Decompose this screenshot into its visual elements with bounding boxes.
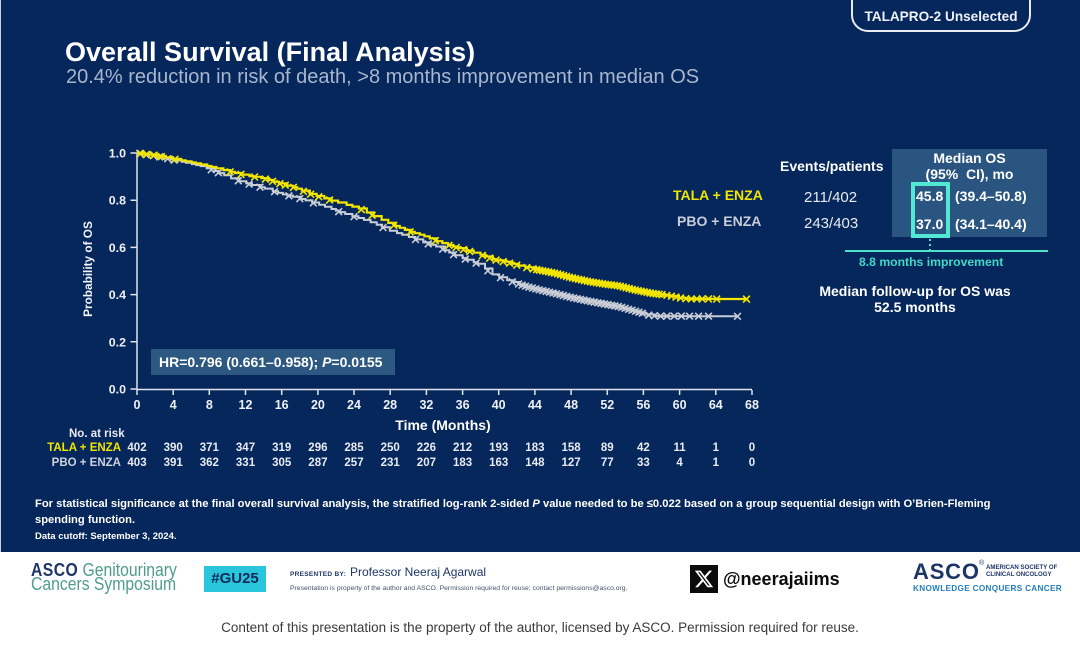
svg-text:56: 56 bbox=[636, 398, 650, 412]
svg-text:60: 60 bbox=[673, 398, 687, 412]
svg-text:362: 362 bbox=[200, 457, 219, 469]
svg-text:89: 89 bbox=[601, 442, 614, 454]
svg-text:319: 319 bbox=[272, 442, 291, 454]
svg-text:Time (Months): Time (Months) bbox=[395, 417, 490, 433]
svg-text:0.4: 0.4 bbox=[109, 288, 126, 302]
svg-text:4: 4 bbox=[170, 398, 177, 412]
svg-text:33: 33 bbox=[637, 457, 650, 469]
svg-text:24: 24 bbox=[347, 398, 361, 412]
svg-text:8: 8 bbox=[206, 398, 213, 412]
svg-text:0: 0 bbox=[749, 457, 755, 469]
svg-text:163: 163 bbox=[489, 457, 508, 469]
svg-text:148: 148 bbox=[525, 457, 545, 469]
svg-text:1: 1 bbox=[713, 457, 720, 469]
svg-text:0: 0 bbox=[749, 442, 755, 454]
svg-text:257: 257 bbox=[344, 457, 363, 469]
svg-text:64: 64 bbox=[709, 398, 723, 412]
svg-text:48: 48 bbox=[564, 398, 578, 412]
svg-text:Probability of OS: Probability of OS bbox=[81, 221, 95, 317]
svg-text:287: 287 bbox=[308, 457, 327, 469]
svg-text:183: 183 bbox=[525, 442, 544, 454]
svg-text:4: 4 bbox=[676, 457, 683, 469]
svg-text:0.8: 0.8 bbox=[109, 194, 126, 208]
svg-text:127: 127 bbox=[562, 457, 581, 469]
svg-text:207: 207 bbox=[417, 457, 436, 469]
svg-text:68: 68 bbox=[745, 398, 759, 412]
svg-text:44: 44 bbox=[528, 398, 542, 412]
svg-text:0.0: 0.0 bbox=[109, 383, 126, 397]
svg-text:1.0: 1.0 bbox=[109, 147, 126, 161]
svg-text:32: 32 bbox=[419, 398, 433, 412]
svg-text:250: 250 bbox=[381, 442, 400, 454]
svg-text:285: 285 bbox=[344, 442, 364, 454]
svg-text:390: 390 bbox=[164, 442, 183, 454]
svg-text:296: 296 bbox=[308, 442, 327, 454]
svg-text:28: 28 bbox=[383, 398, 397, 412]
svg-text:0.6: 0.6 bbox=[109, 241, 126, 255]
svg-text:77: 77 bbox=[601, 457, 614, 469]
svg-text:0: 0 bbox=[134, 398, 141, 412]
svg-text:PBO + ENZA: PBO + ENZA bbox=[52, 457, 121, 469]
svg-text:36: 36 bbox=[456, 398, 470, 412]
svg-text:11: 11 bbox=[674, 442, 687, 454]
svg-text:TALA + ENZA: TALA + ENZA bbox=[47, 442, 121, 454]
svg-text:331: 331 bbox=[236, 457, 256, 469]
svg-text:No. at risk: No. at risk bbox=[69, 428, 125, 440]
svg-text:403: 403 bbox=[127, 457, 146, 469]
svg-text:371: 371 bbox=[200, 442, 220, 454]
svg-text:305: 305 bbox=[272, 457, 292, 469]
svg-text:391: 391 bbox=[164, 457, 184, 469]
svg-text:16: 16 bbox=[275, 398, 289, 412]
svg-text:1: 1 bbox=[713, 442, 720, 454]
svg-text:231: 231 bbox=[381, 457, 401, 469]
svg-text:20: 20 bbox=[311, 398, 325, 412]
svg-text:42: 42 bbox=[637, 442, 650, 454]
svg-text:158: 158 bbox=[562, 442, 582, 454]
svg-text:226: 226 bbox=[417, 442, 436, 454]
svg-text:0.2: 0.2 bbox=[109, 335, 126, 349]
svg-text:40: 40 bbox=[492, 398, 506, 412]
svg-text:12: 12 bbox=[239, 398, 253, 412]
svg-text:212: 212 bbox=[453, 442, 472, 454]
svg-text:347: 347 bbox=[236, 442, 255, 454]
svg-text:193: 193 bbox=[489, 442, 508, 454]
svg-text:402: 402 bbox=[127, 442, 146, 454]
svg-text:52: 52 bbox=[600, 398, 614, 412]
svg-text:183: 183 bbox=[453, 457, 472, 469]
